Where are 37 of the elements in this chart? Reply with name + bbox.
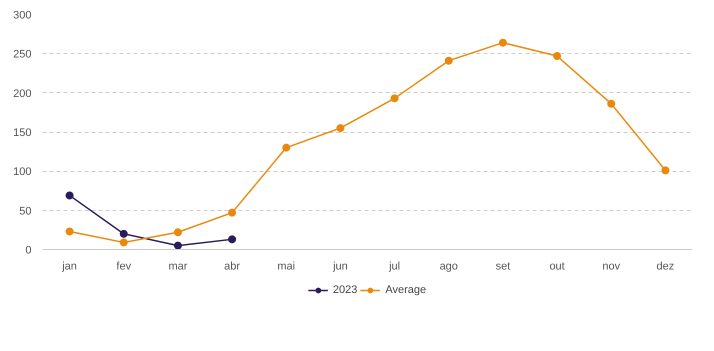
x-tick-label: fev — [116, 260, 132, 272]
legend-label: 2023 — [332, 284, 358, 296]
point — [66, 227, 74, 236]
x-tick-label: nov — [602, 260, 621, 272]
point — [607, 100, 616, 108]
point — [498, 38, 507, 47]
x-tick-label: out — [549, 260, 565, 272]
y-tick-label: 150 — [13, 127, 32, 139]
x-tick-label: mar — [168, 260, 188, 272]
point — [228, 235, 236, 244]
x-tick-label: jan — [61, 260, 77, 272]
legend-label: Average — [385, 284, 426, 296]
point — [66, 191, 74, 200]
x-tick-label: ago — [440, 260, 458, 272]
x-tick-label: set — [496, 260, 510, 272]
point — [661, 166, 670, 174]
point — [336, 124, 344, 132]
y-tick-label: 200 — [13, 88, 32, 100]
point — [282, 144, 290, 152]
y-tick-label: 0 — [25, 244, 32, 256]
point — [174, 242, 182, 250]
point — [553, 52, 562, 60]
point — [120, 238, 128, 246]
x-tick-label: jul — [388, 260, 400, 272]
y-tick-label: 300 — [13, 10, 32, 22]
y-tick-label: 250 — [13, 48, 32, 61]
point — [444, 56, 453, 65]
x-tick-label: dez — [656, 260, 674, 272]
x-tick-label: abr — [224, 260, 240, 272]
point — [174, 228, 182, 236]
x-tick-label: mai — [277, 260, 296, 272]
y-tick-label: 50 — [19, 205, 32, 218]
x-tick-label: jun — [332, 260, 348, 272]
y-tick-label: 100 — [13, 166, 32, 178]
point — [120, 230, 128, 238]
point — [390, 94, 399, 102]
point — [228, 208, 236, 217]
